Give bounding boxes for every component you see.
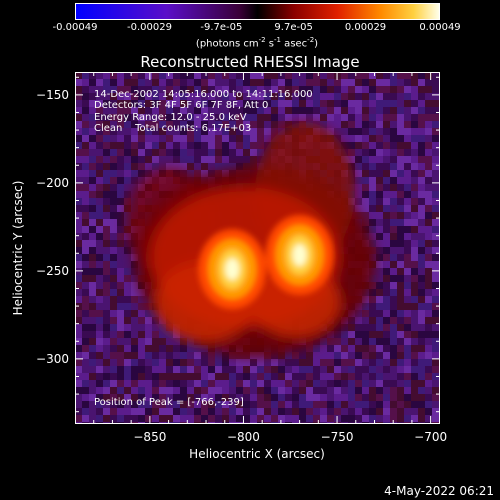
solar-image-plot [75,72,440,424]
colorbar-tick-label: 9.7e-05 [274,22,313,33]
emission-peak-1 [225,258,240,281]
y-tick-label: −300 [36,351,69,366]
image-raster [75,72,440,424]
emission-peak-2 [292,244,307,267]
colorbar-tick-label: -0.00049 [52,22,98,33]
detectors-annotation: Detectors: 3F 4F 5F 6F 7F 8F, Att 0 [94,100,269,111]
clean-counts-annotation: Clean Total counts: 6.17E+03 [94,123,252,134]
y-axis [75,76,440,413]
x-tick-label: −850 [133,430,167,444]
y-tick-label: −200 [36,175,69,190]
colorbar-tick-label: -9.7e-05 [200,22,243,33]
colorbar-tick-label: -0.00029 [127,22,172,33]
x-axis-label: Heliocentric X (arcsec) [189,447,325,461]
x-tick-label: −700 [414,430,448,444]
colorbar-tick-label: 0.00029 [344,22,387,33]
peak-position-annotation: Position of Peak = [-766,-239] [94,397,244,408]
footer-timestamp: 4-May-2022 06:21 [384,484,494,498]
y-axis-label: Heliocentric Y (arcsec) [11,180,25,316]
plot-title: Reconstructed RHESSI Image [140,53,360,71]
colorbar [75,3,440,20]
x-tick-label: −750 [320,430,354,444]
colorbar-tick-label: 0.00049 [419,22,461,33]
y-tick-label: −150 [36,87,69,102]
x-tick-label: −800 [226,430,260,444]
colorbar-units: (photons cm-2 s-1 asec-2) [195,36,319,50]
time-range-annotation: 14-Dec-2002 14:05:16.000 to 14:11:16.000 [94,89,313,100]
x-axis [75,72,432,424]
energy-range-annotation: Energy Range: 12.0 - 25.0 keV [94,112,247,123]
y-tick-label: −250 [36,263,69,278]
